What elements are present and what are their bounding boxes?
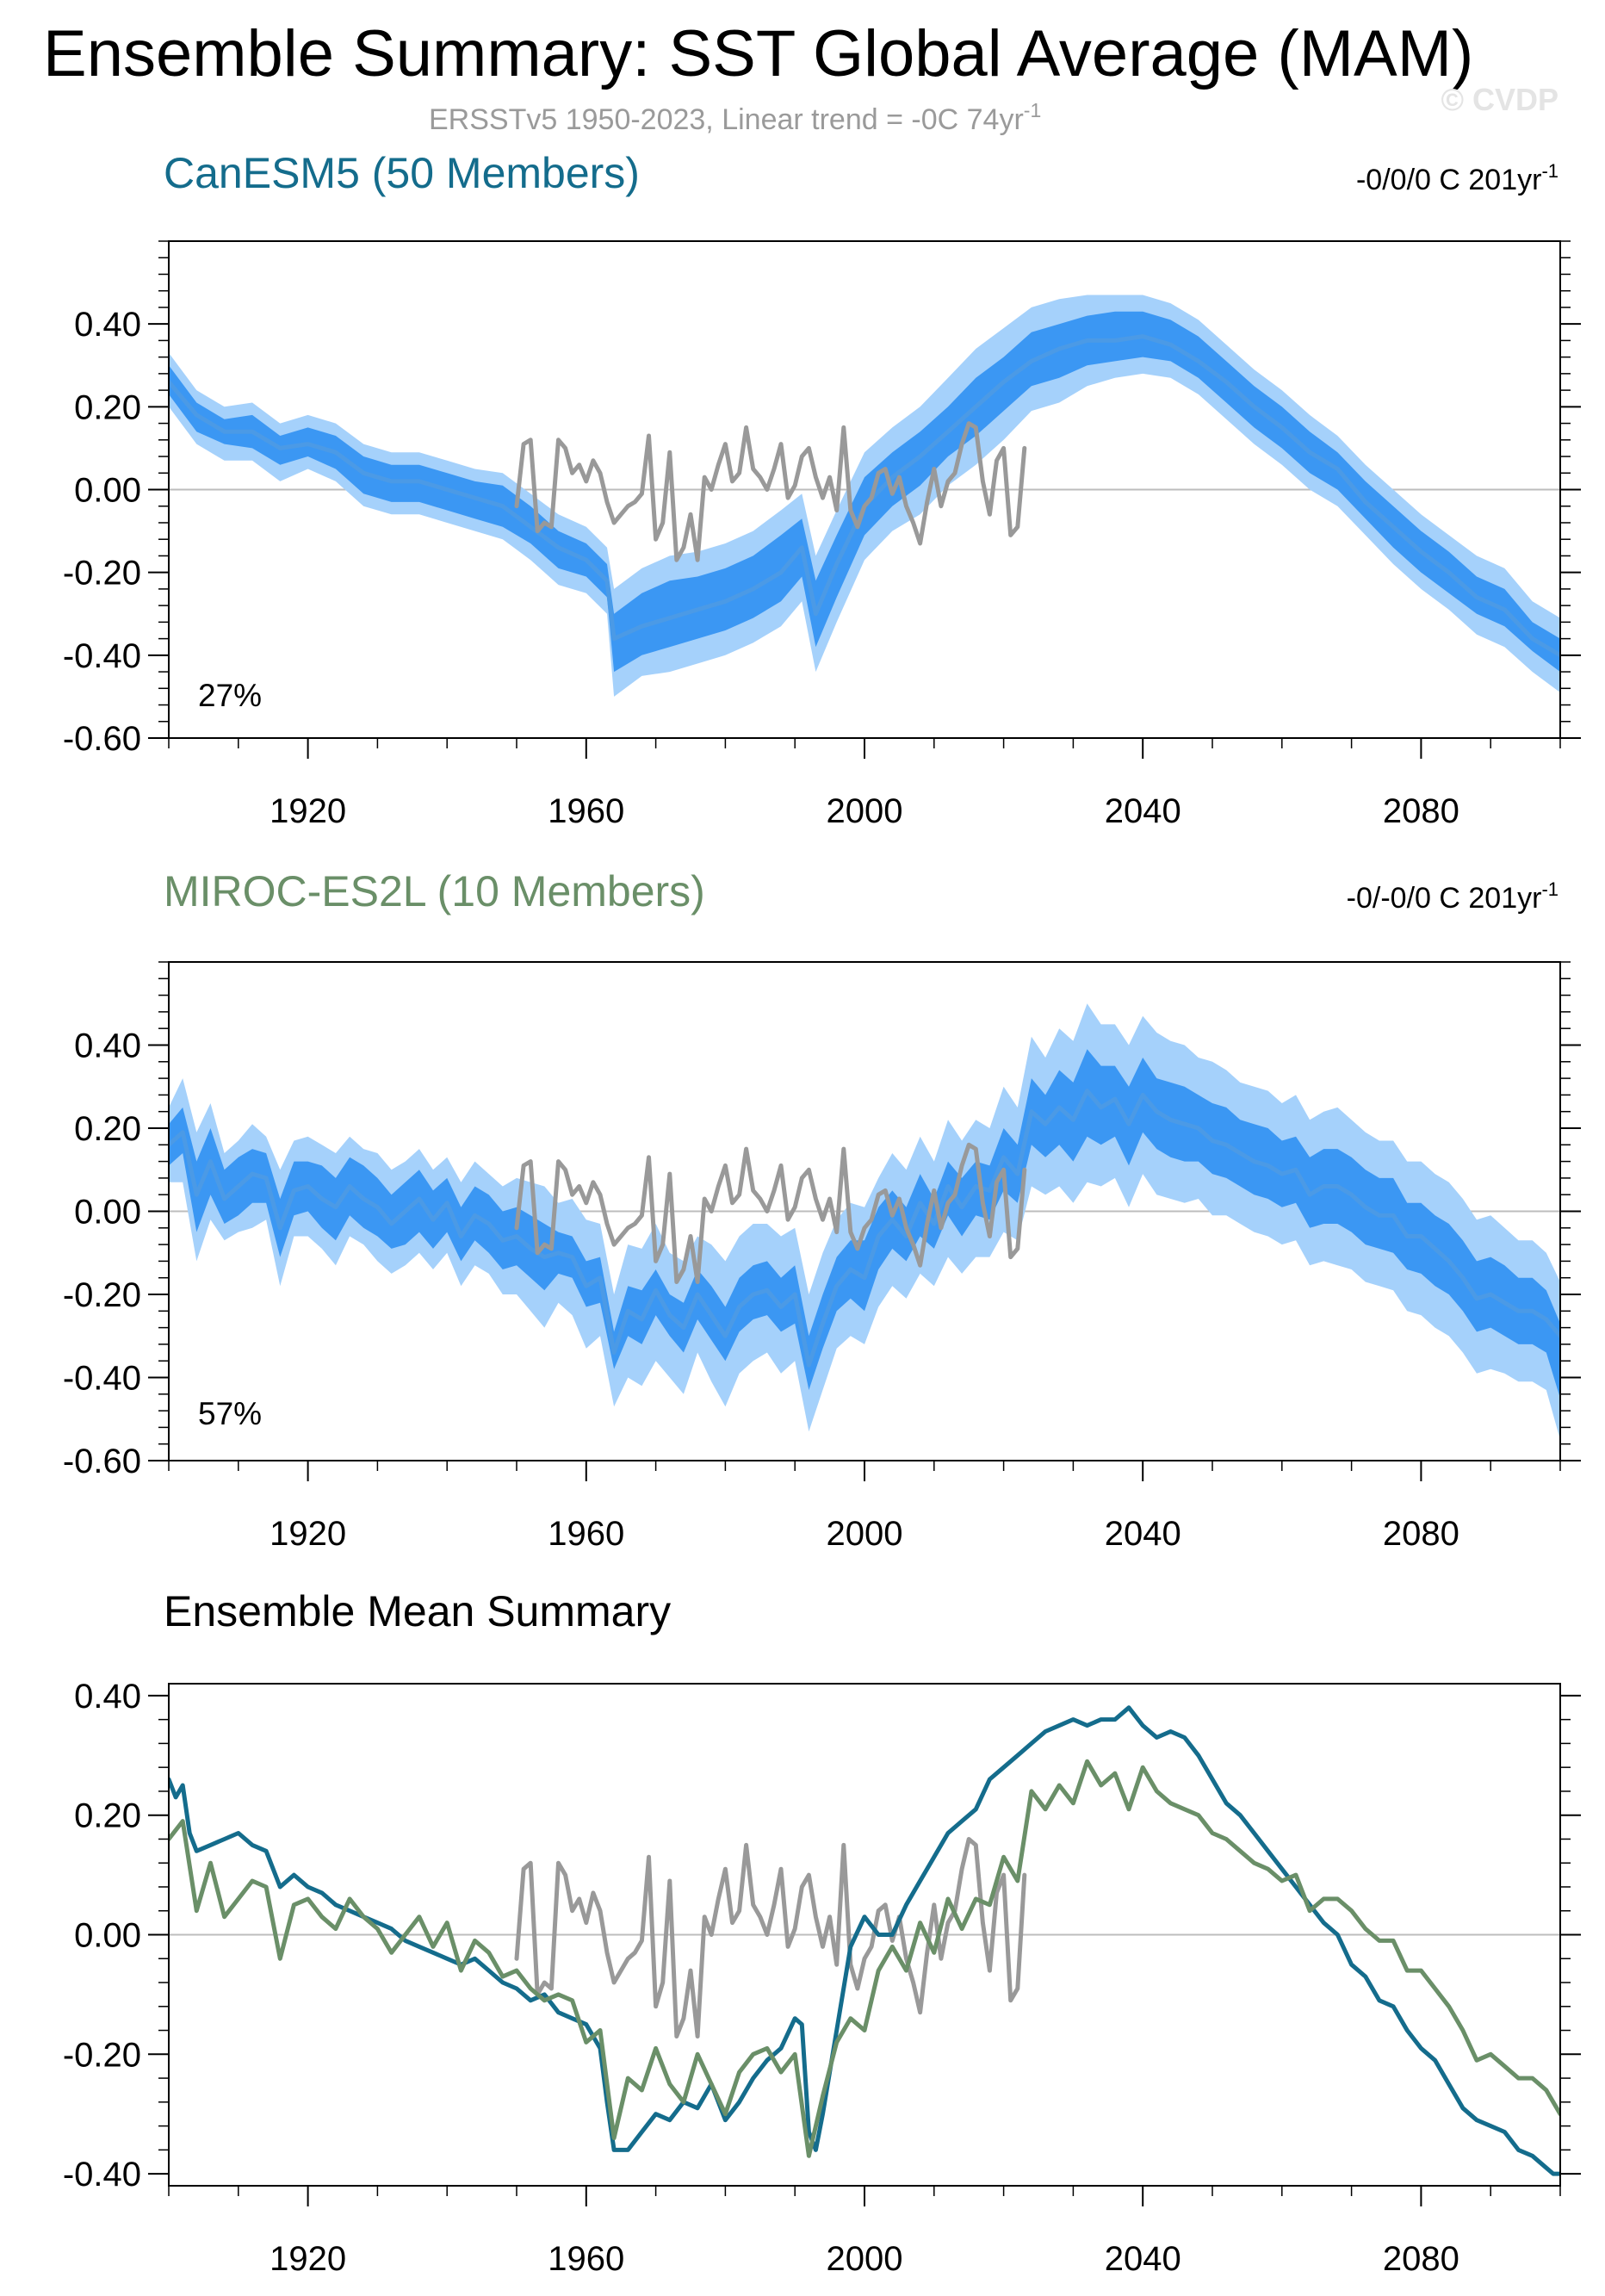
summary-canesm5-line	[169, 1705, 1560, 2176]
miroc-xtick-label: 1920	[270, 1515, 346, 1553]
summary-xtick-label: 1960	[548, 2240, 624, 2278]
summary-ytick-label: -0.40	[63, 2156, 141, 2194]
canesm5-obs-line	[514, 421, 1027, 562]
subtitle-text: ERSSTv5 1950-2023, Linear trend = -0C 74…	[429, 103, 1024, 136]
summary-obs-line	[514, 1837, 1027, 2038]
miroc-ytick-label: -0.60	[63, 1443, 141, 1480]
canesm5-band-inner	[169, 311, 1560, 673]
miroc-ensemble-mean-line	[169, 1089, 1560, 1368]
canesm5-xtick-label: 1920	[270, 792, 346, 830]
summary-ytick-label: -0.20	[63, 2036, 141, 2074]
miroc-ytick-label: -0.40	[63, 1360, 141, 1398]
copyright-watermark: © CVDP	[1441, 82, 1559, 117]
summary-ytick-label: 0.00	[74, 1917, 141, 1955]
summary-xtick-label: 2080	[1383, 2240, 1459, 2278]
canesm5-ytick-label: 0.00	[74, 472, 141, 510]
summary-plot-area	[169, 1705, 1560, 2176]
canesm5-panel-title: CanESM5 (50 Members)	[164, 149, 640, 197]
miroc-trend-superscript: -1	[1541, 878, 1559, 900]
canesm5-trend-text: -0/0/0 C 201yr	[1356, 164, 1541, 196]
summary-ytick-label: 0.20	[74, 1797, 141, 1835]
miroc-xtick-label: 2080	[1383, 1515, 1459, 1553]
miroc-ytick-label: 0.40	[74, 1027, 141, 1065]
canesm5-xtick-label: 1960	[548, 792, 624, 830]
miroc-xtick-label: 2040	[1105, 1515, 1181, 1553]
canesm5-panel: CanESM5 (50 Members) -0/0/0 C 201yr-1 27…	[63, 149, 1581, 830]
summary-xtick-label: 2000	[827, 2240, 903, 2278]
canesm5-trend-superscript: -1	[1541, 160, 1559, 182]
subtitle: ERSSTv5 1950-2023, Linear trend = -0C 74…	[429, 99, 1041, 136]
canesm5-xtick-label: 2000	[827, 792, 903, 830]
miroc-panel-title: MIROC-ES2L (10 Members)	[164, 867, 705, 915]
summary-panel: Ensemble Mean Summary 0.40 0.20 0.00 -0.20 -…	[63, 1587, 1581, 2278]
summary-panel-title: Ensemble Mean Summary	[164, 1587, 671, 1635]
summary-xtick-label: 1920	[270, 2240, 346, 2278]
miroc-ytick-label: 0.20	[74, 1110, 141, 1148]
canesm5-ytick-label: -0.60	[63, 720, 141, 758]
summary-ytick-label: 0.40	[74, 1678, 141, 1716]
miroc-xtick-label: 2000	[827, 1515, 903, 1553]
miroc-ytick-label: 0.00	[74, 1194, 141, 1232]
miroc-trend-text: -0/-0/0 C 201yr	[1347, 882, 1542, 915]
canesm5-percent-label: 27%	[198, 678, 262, 713]
miroc-plot-area	[169, 1003, 1560, 1440]
main-title: Ensemble Summary: SST Global Average (MA…	[43, 17, 1473, 90]
summary-miroc-line	[169, 1759, 1560, 2158]
canesm5-ensemble-mean-line	[169, 334, 1560, 658]
summary-xtick-label: 2040	[1105, 2240, 1181, 2278]
miroc-trend-label: -0/-0/0 C 201yr-1	[1347, 878, 1559, 915]
canesm5-trend-label: -0/0/0 C 201yr-1	[1356, 160, 1559, 196]
miroc-percent-label: 57%	[198, 1396, 262, 1431]
canesm5-ytick-label: 0.40	[74, 306, 141, 344]
miroc-panel: MIROC-ES2L (10 Members) -0/-0/0 C 201yr-…	[63, 867, 1581, 1553]
miroc-ytick-label: -0.20	[63, 1276, 141, 1314]
canesm5-plot-area	[169, 295, 1560, 697]
canesm5-xtick-label: 2040	[1105, 792, 1181, 830]
miroc-obs-line	[514, 1142, 1027, 1284]
canesm5-ytick-label: -0.40	[63, 637, 141, 675]
miroc-band-inner	[169, 1049, 1560, 1399]
canesm5-ytick-label: -0.20	[63, 555, 141, 593]
canesm5-ytick-label: 0.20	[74, 388, 141, 426]
canesm5-xtick-label: 2080	[1383, 792, 1459, 830]
miroc-xtick-label: 1960	[548, 1515, 624, 1553]
subtitle-superscript: -1	[1024, 99, 1041, 121]
